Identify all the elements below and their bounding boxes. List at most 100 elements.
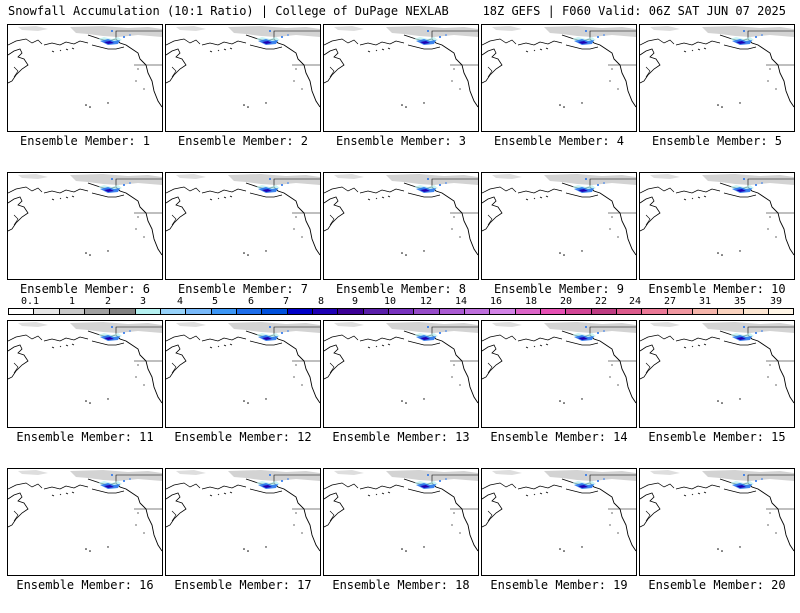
colorbar-swatch bbox=[566, 309, 592, 314]
ensemble-panel: Ensemble Member: 6 bbox=[7, 172, 165, 317]
snowfall-map bbox=[7, 468, 163, 576]
colorbar-label: 10 bbox=[383, 296, 397, 307]
colorbar-swatch bbox=[591, 309, 617, 314]
colorbar-label: 0.1 bbox=[20, 296, 40, 307]
ensemble-panel: Ensemble Member: 2 bbox=[165, 24, 323, 169]
colorbar-label: 2 bbox=[104, 296, 112, 307]
ensemble-panel: Ensemble Member: 19 bbox=[481, 468, 639, 613]
ensemble-member-label: Ensemble Member: 10 bbox=[648, 282, 786, 296]
colorbar-swatch bbox=[287, 309, 313, 314]
colorbar-label: 35 bbox=[733, 296, 747, 307]
ensemble-panel: Ensemble Member: 20 bbox=[639, 468, 797, 613]
colorbar-swatch bbox=[439, 309, 465, 314]
ensemble-panel: Ensemble Member: 17 bbox=[165, 468, 323, 613]
ensemble-member-label: Ensemble Member: 9 bbox=[493, 282, 625, 296]
colorbar-swatch bbox=[768, 309, 794, 314]
colorbar-label: 27 bbox=[663, 296, 677, 307]
ensemble-panel: Ensemble Member: 4 bbox=[481, 24, 639, 169]
colorbar-swatch bbox=[236, 309, 263, 314]
ensemble-member-label: Ensemble Member: 14 bbox=[490, 430, 628, 444]
colorbar-legend: 0.1 1 2 3 4 5 6 7 8 9 10 12 14 16 18 20 22 24 27 31 35 39 bbox=[8, 296, 794, 318]
colorbar-labels: 0.1 1 2 3 4 5 6 7 8 9 10 12 14 16 18 20 22 24 27 31 35 39 bbox=[8, 296, 794, 308]
snowfall-map bbox=[639, 24, 795, 132]
ensemble-panel: Ensemble Member: 3 bbox=[323, 24, 481, 169]
snowfall-map bbox=[165, 24, 321, 132]
ensemble-panel: Ensemble Member: 12 bbox=[165, 320, 323, 465]
ensemble-member-label: Ensemble Member: 11 bbox=[16, 430, 154, 444]
colorbar-swatch bbox=[186, 309, 212, 314]
ensemble-member-label: Ensemble Member: 1 bbox=[19, 134, 151, 148]
colorbar-swatch bbox=[34, 309, 60, 314]
colorbar-label: 7 bbox=[282, 296, 290, 307]
colorbar-swatch bbox=[110, 309, 136, 314]
colorbar-label: 18 bbox=[524, 296, 538, 307]
colorbar-swatch bbox=[363, 309, 389, 314]
colorbar-swatch bbox=[388, 309, 415, 314]
colorbar-swatches bbox=[8, 308, 794, 315]
ensemble-member-label: Ensemble Member: 7 bbox=[177, 282, 309, 296]
colorbar-swatch bbox=[515, 309, 541, 314]
colorbar-swatch bbox=[490, 309, 516, 314]
colorbar-label: 24 bbox=[628, 296, 642, 307]
snowfall-map bbox=[481, 320, 637, 428]
snowfall-map bbox=[7, 172, 163, 280]
colorbar-label: 5 bbox=[211, 296, 219, 307]
snowfall-map bbox=[639, 320, 795, 428]
snowfall-map bbox=[323, 172, 479, 280]
ensemble-panel: Ensemble Member: 10 bbox=[639, 172, 797, 317]
ensemble-panel: Ensemble Member: 5 bbox=[639, 24, 797, 169]
ensemble-member-label: Ensemble Member: 15 bbox=[648, 430, 786, 444]
colorbar-swatch bbox=[59, 309, 85, 314]
snowfall-map bbox=[323, 24, 479, 132]
snowfall-map bbox=[639, 468, 795, 576]
header: Snowfall Accumulation (10:1 Ratio) | Col… bbox=[0, 0, 800, 22]
snowfall-map bbox=[7, 24, 163, 132]
ensemble-member-label: Ensemble Member: 16 bbox=[16, 578, 154, 592]
map-title: Snowfall Accumulation (10:1 Ratio) | Col… bbox=[8, 4, 449, 18]
colorbar-label: 14 bbox=[454, 296, 468, 307]
ensemble-member-label: Ensemble Member: 3 bbox=[335, 134, 467, 148]
ensemble-panel: Ensemble Member: 14 bbox=[481, 320, 639, 465]
ensemble-member-label: Ensemble Member: 4 bbox=[493, 134, 625, 148]
colorbar-label: 22 bbox=[594, 296, 608, 307]
colorbar-swatch bbox=[616, 309, 643, 314]
snowfall-map bbox=[323, 320, 479, 428]
ensemble-member-label: Ensemble Member: 6 bbox=[19, 282, 151, 296]
colorbar-swatch bbox=[464, 309, 491, 314]
colorbar-label: 31 bbox=[698, 296, 712, 307]
colorbar-swatch bbox=[414, 309, 440, 314]
colorbar-label: 12 bbox=[419, 296, 433, 307]
colorbar-swatch bbox=[743, 309, 769, 314]
ensemble-panel: Ensemble Member: 15 bbox=[639, 320, 797, 465]
snowfall-map bbox=[165, 468, 321, 576]
run-info: 18Z GEFS | F060 Valid: 06Z SAT JUN 07 20… bbox=[482, 4, 786, 18]
ensemble-panel: Ensemble Member: 18 bbox=[323, 468, 481, 613]
colorbar-label: 16 bbox=[489, 296, 503, 307]
ensemble-panel: Ensemble Member: 13 bbox=[323, 320, 481, 465]
ensemble-member-label: Ensemble Member: 2 bbox=[177, 134, 309, 148]
colorbar-swatch bbox=[642, 309, 668, 314]
colorbar-label: 6 bbox=[247, 296, 255, 307]
snowfall-map bbox=[639, 172, 795, 280]
snowfall-map bbox=[165, 320, 321, 428]
colorbar-swatch bbox=[211, 309, 237, 314]
ensemble-panel: Ensemble Member: 16 bbox=[7, 468, 165, 613]
colorbar-swatch bbox=[692, 309, 719, 314]
ensemble-member-label: Ensemble Member: 12 bbox=[174, 430, 312, 444]
ensemble-member-label: Ensemble Member: 17 bbox=[174, 578, 312, 592]
ensemble-member-label: Ensemble Member: 8 bbox=[335, 282, 467, 296]
ensemble-member-label: Ensemble Member: 18 bbox=[332, 578, 470, 592]
ensemble-member-label: Ensemble Member: 5 bbox=[651, 134, 783, 148]
ensemble-member-label: Ensemble Member: 13 bbox=[332, 430, 470, 444]
ensemble-panel: Ensemble Member: 9 bbox=[481, 172, 639, 317]
ensemble-panel: Ensemble Member: 1 bbox=[7, 24, 165, 169]
colorbar-label: 4 bbox=[176, 296, 184, 307]
colorbar-label: 1 bbox=[68, 296, 76, 307]
ensemble-panel: Ensemble Member: 8 bbox=[323, 172, 481, 317]
snowfall-map bbox=[323, 468, 479, 576]
colorbar-swatch bbox=[262, 309, 288, 314]
colorbar-swatch bbox=[338, 309, 364, 314]
colorbar-swatch bbox=[540, 309, 567, 314]
snowfall-map bbox=[481, 468, 637, 576]
colorbar-swatch bbox=[9, 309, 35, 314]
